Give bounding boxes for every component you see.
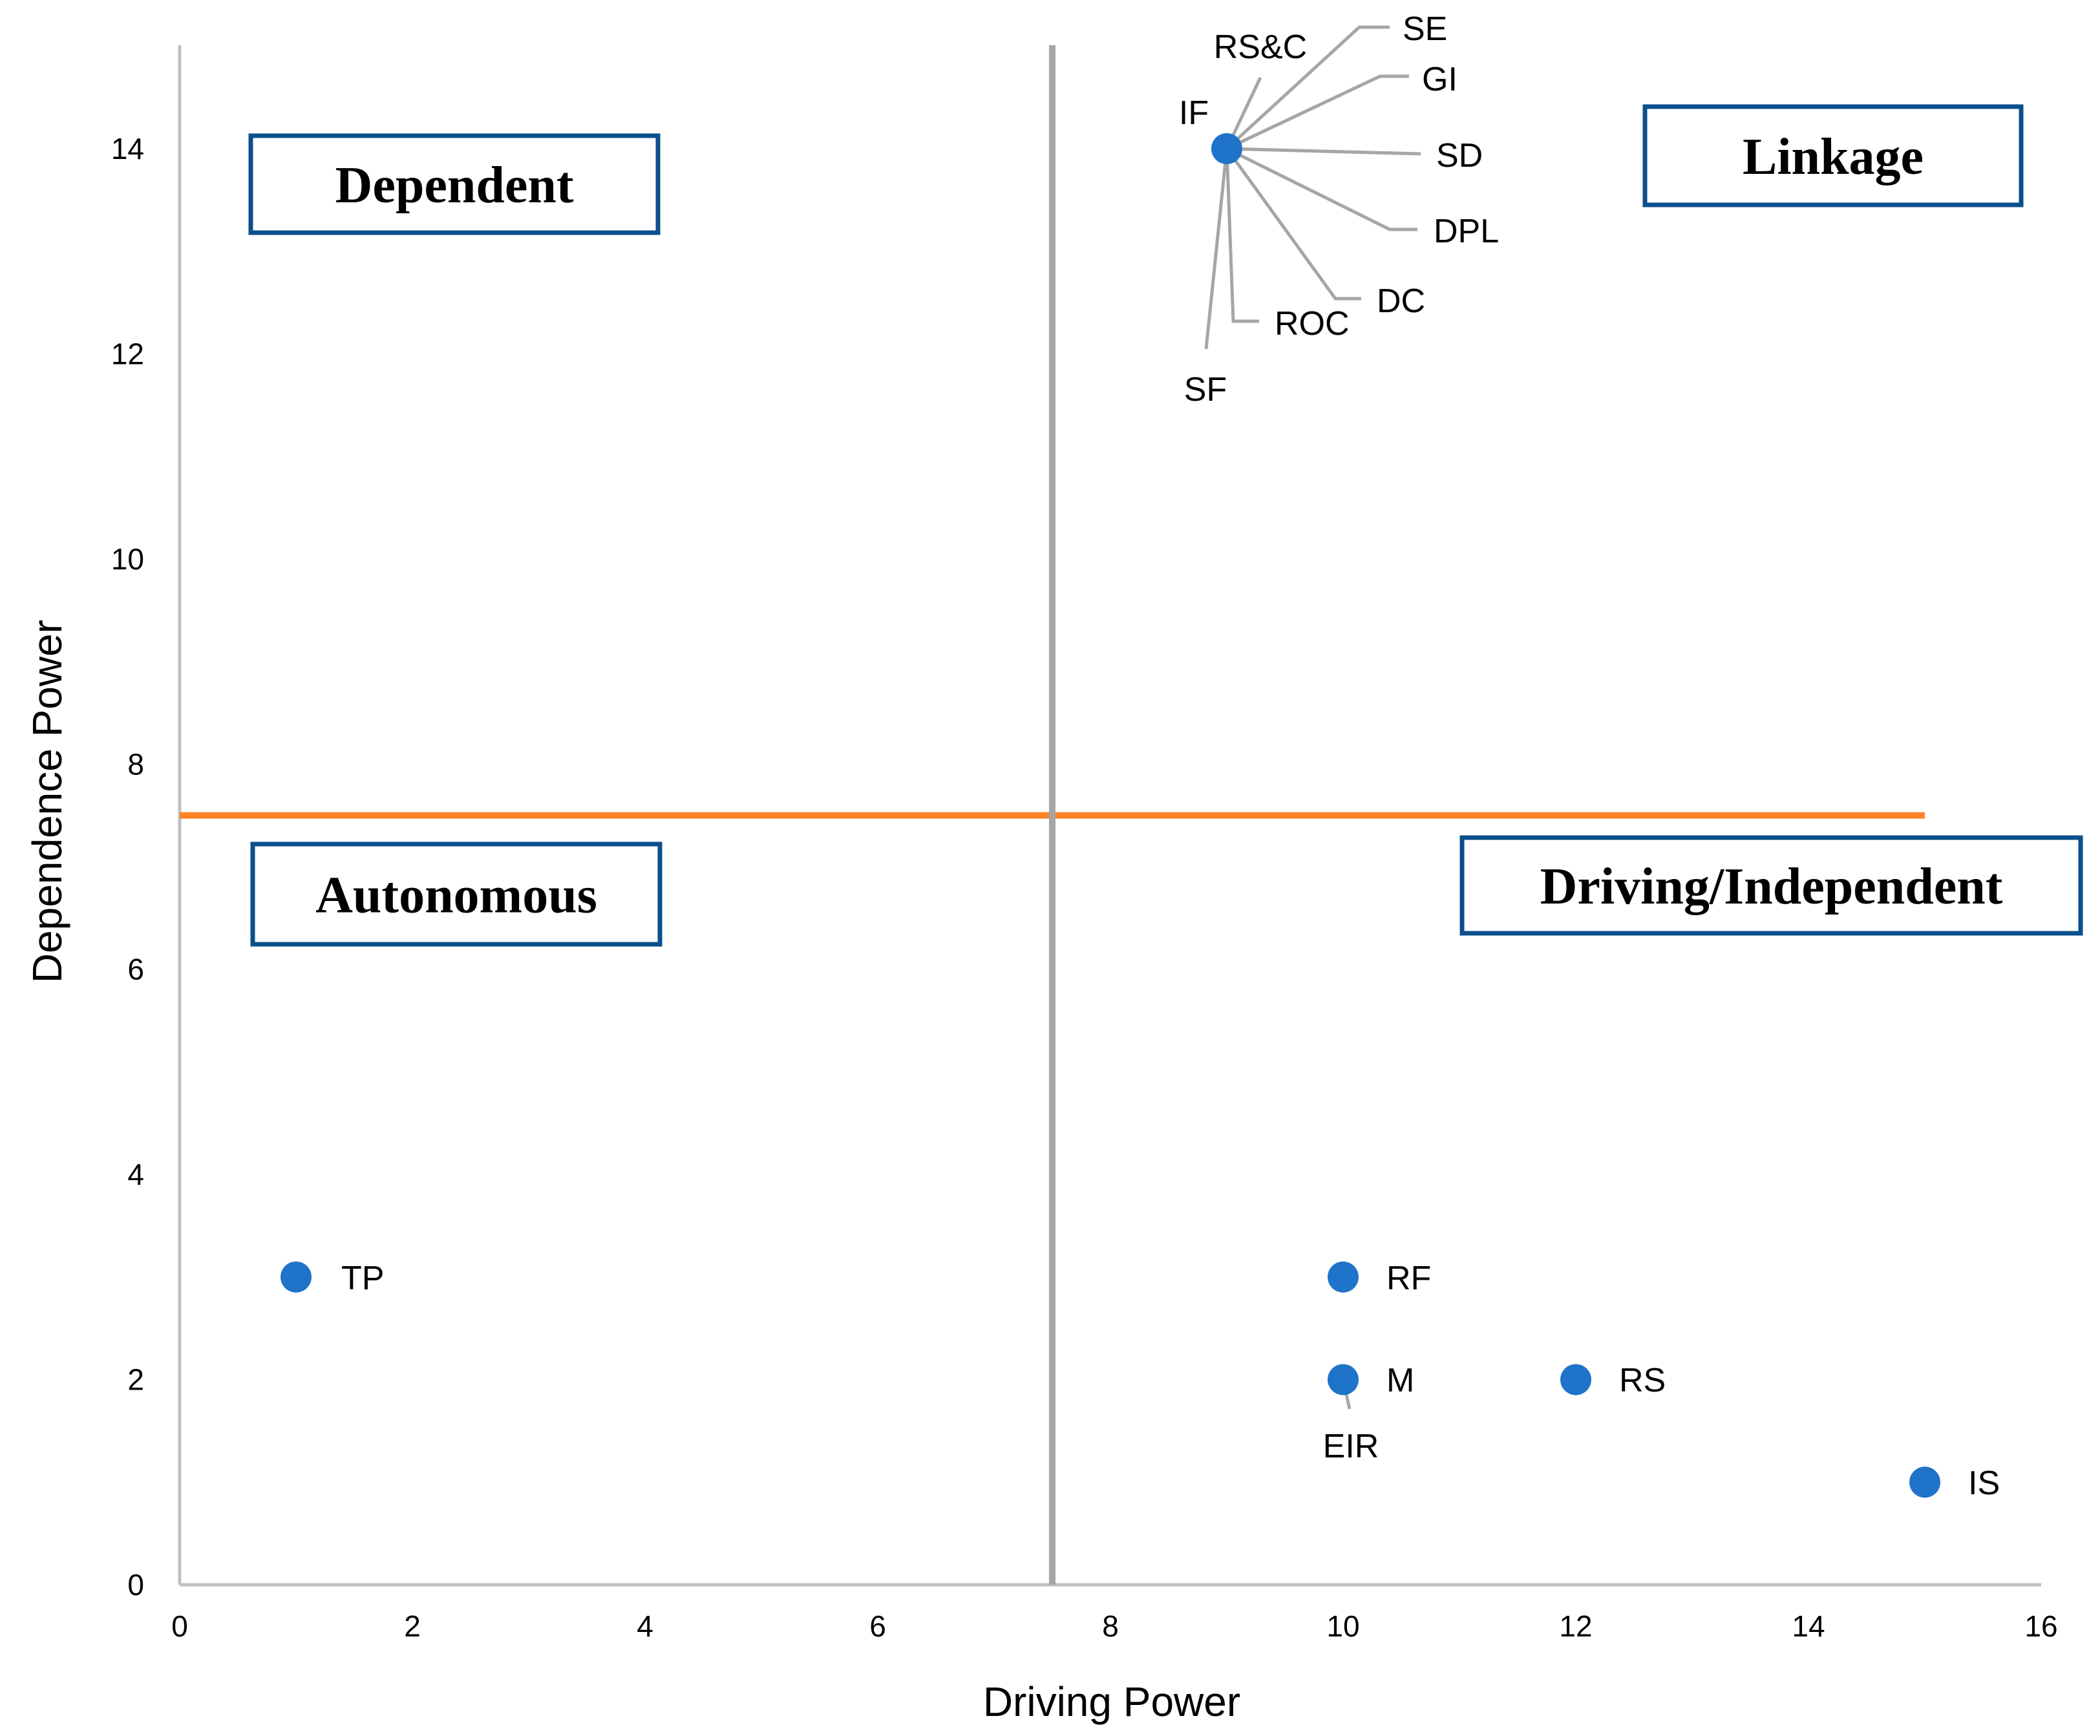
quadrant-dependent: Dependent	[248, 133, 661, 235]
y-tick-label: 0	[127, 1568, 144, 1602]
point-label-dpl: DPL	[1434, 213, 1499, 250]
x-tick-label: 12	[1559, 1609, 1592, 1643]
point-label-rs-c: RS&C	[1214, 28, 1307, 66]
y-tick-labels: 0 2 4 6 8 10 12 14	[111, 132, 144, 1602]
quadrant-autonomous: Autonomous	[250, 842, 663, 947]
leader-line-sd	[1226, 147, 1421, 156]
leader-line-sf	[1204, 148, 1229, 350]
y-tick-label: 2	[127, 1363, 144, 1397]
point-rf	[1328, 1261, 1359, 1293]
x-tick-label: 10	[1326, 1609, 1359, 1643]
y-tick-label: 10	[111, 542, 144, 576]
x-tick-label: 0	[171, 1609, 188, 1643]
point-label-roc: ROC	[1275, 305, 1350, 343]
leader-lines	[1204, 25, 1421, 1410]
x-tick-label: 4	[637, 1609, 653, 1643]
y-tick-label: 4	[127, 1158, 144, 1191]
point-tp	[281, 1261, 312, 1293]
point-label-sd: SD	[1436, 137, 1483, 175]
leader-line-dc	[1225, 147, 1361, 301]
point-is	[1909, 1466, 1940, 1498]
quadrant-box	[1642, 104, 2024, 207]
quadrant-label: Autonomous	[315, 867, 597, 924]
x-axis-title: Driving Power	[983, 1678, 1240, 1725]
point-if	[1211, 133, 1242, 164]
y-tick-label: 14	[111, 132, 144, 165]
point-label-gi: GI	[1422, 61, 1458, 98]
quadrant-label: Driving/Independent	[1540, 858, 2003, 915]
point-label-m: M	[1386, 1362, 1414, 1399]
x-tick-labels: 0 2 4 6 8 10 12 14 16	[171, 1609, 2057, 1643]
leader-line-gi	[1225, 74, 1409, 151]
point-label-tp: TP	[341, 1260, 384, 1297]
point-label-is: IS	[1968, 1465, 2000, 1502]
quadrant-label: Linkage	[1743, 129, 1924, 185]
x-tick-label: 6	[869, 1609, 886, 1643]
point-m	[1328, 1364, 1359, 1395]
point-label-eir: EIR	[1323, 1428, 1379, 1465]
quadrant-box	[1459, 835, 2083, 936]
quadrant-labels: Dependent Linkage Autonomous Driving/Indepe…	[248, 104, 2083, 947]
y-axis-title: Dependence Power	[24, 620, 70, 983]
y-tick-label: 12	[111, 337, 144, 370]
x-tick-label: 14	[1792, 1609, 1825, 1643]
y-tick-label: 8	[127, 747, 144, 781]
quadrant-linkage: Linkage	[1642, 104, 2024, 207]
point-label-dc: DC	[1377, 282, 1425, 320]
x-tick-label: 2	[404, 1609, 421, 1643]
point-eir	[1328, 1364, 1359, 1395]
y-tick-label: 6	[127, 953, 144, 986]
point-label-sf: SF	[1184, 371, 1227, 408]
leader-line-dpl	[1225, 147, 1417, 231]
quadrant-driving-independent: Driving/Independent	[1459, 835, 2083, 936]
point-label-if: IF	[1179, 94, 1209, 132]
quadrant-box	[248, 133, 661, 235]
data-points	[281, 133, 1940, 1498]
point-label-se: SE	[1403, 10, 1447, 48]
x-tick-label: 16	[2024, 1609, 2057, 1643]
leader-line-se	[1225, 25, 1390, 150]
x-tick-label: 8	[1102, 1609, 1119, 1643]
point-rs	[1560, 1364, 1591, 1395]
point-sf	[1211, 133, 1242, 164]
point-label-rs: RS	[1619, 1362, 1666, 1399]
leader-line-roc	[1225, 148, 1259, 323]
quadrant-box	[250, 842, 663, 947]
point-label-rf: RF	[1386, 1260, 1431, 1297]
quadrant-label: Dependent	[335, 157, 574, 214]
